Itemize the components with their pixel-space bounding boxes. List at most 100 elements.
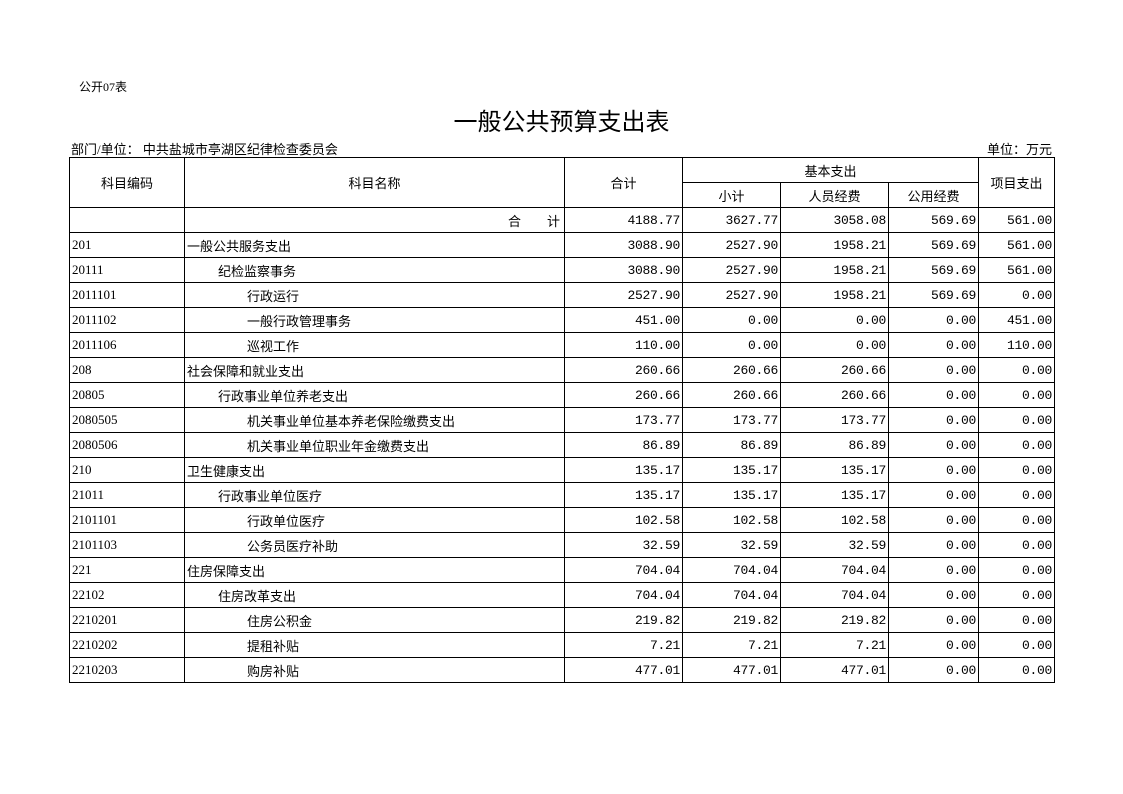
table-row: 2101103 公务员医疗补助 32.59 32.59 32.59 0.00 0.00: [69, 532, 1056, 558]
cell-personnel: 135.17: [780, 457, 889, 483]
total-public: 569.69: [887, 207, 980, 233]
total-code: [69, 207, 185, 233]
cell-name: 巡视工作: [184, 332, 565, 358]
form-number: 公开07表: [79, 80, 128, 94]
cell-project: 0.00: [978, 632, 1056, 658]
header-public: 公用经费: [887, 182, 980, 208]
cell-project: 0.00: [978, 607, 1056, 633]
cell-personnel: 477.01: [780, 657, 889, 683]
department-label: 部门/单位： 中共盐城市亭湖区纪律检查委员会: [71, 142, 338, 157]
cell-personnel: 1958.21: [780, 232, 889, 258]
cell-project: 561.00: [978, 257, 1056, 283]
table-row: 22102 住房改革支出 704.04 704.04 704.04 0.00 0.00: [69, 582, 1056, 608]
cell-project: 0.00: [978, 482, 1056, 508]
cell-code: 2011106: [69, 332, 185, 358]
table-row: 221 住房保障支出 704.04 704.04 704.04 0.00 0.00: [69, 557, 1056, 583]
table-row: 2210203 购房补贴 477.01 477.01 477.01 0.00 0.00: [69, 657, 1056, 683]
cell-total: 260.66: [564, 382, 683, 408]
total-personnel: 3058.08: [780, 207, 889, 233]
cell-personnel: 32.59: [780, 532, 889, 558]
cell-subtotal: 2527.90: [682, 282, 781, 308]
cell-code: 20111: [69, 257, 185, 283]
cell-subtotal: 173.77: [682, 407, 781, 433]
header-code: 科目编码: [69, 157, 185, 208]
cell-personnel: 0.00: [780, 307, 889, 333]
cell-public: 0.00: [887, 457, 980, 483]
cell-public: 0.00: [887, 307, 980, 333]
cell-public: 0.00: [887, 582, 980, 608]
header-total: 合计: [564, 157, 683, 208]
cell-project: 0.00: [978, 457, 1056, 483]
cell-name: 行政事业单位医疗: [184, 482, 565, 508]
cell-total: 2527.90: [564, 282, 683, 308]
header-name: 科目名称: [184, 157, 565, 208]
cell-total: 86.89: [564, 432, 683, 458]
cell-total: 102.58: [564, 507, 683, 533]
cell-subtotal: 260.66: [682, 357, 781, 383]
cell-public: 0.00: [887, 432, 980, 458]
budget-table: 科目编码 科目名称 合计 基本支出 项目支出 小计 人员经费 公用经费 合 计 …: [69, 157, 1056, 683]
cell-public: 569.69: [887, 232, 980, 258]
cell-name: 行政运行: [184, 282, 565, 308]
table-row: 201 一般公共服务支出 3088.90 2527.90 1958.21 569.69 56…: [69, 232, 1056, 258]
cell-subtotal: 102.58: [682, 507, 781, 533]
table-row: 2080506 机关事业单位职业年金缴费支出 86.89 86.89 86.89 0.00…: [69, 432, 1056, 458]
cell-subtotal: 0.00: [682, 307, 781, 333]
cell-name: 纪检监察事务: [184, 257, 565, 283]
cell-name: 购房补贴: [184, 657, 565, 683]
cell-name: 一般行政管理事务: [184, 307, 565, 333]
cell-personnel: 704.04: [780, 582, 889, 608]
cell-total: 219.82: [564, 607, 683, 633]
cell-name: 机关事业单位基本养老保险缴费支出: [184, 407, 565, 433]
cell-code: 2210201: [69, 607, 185, 633]
table-row: 2101101 行政单位医疗 102.58 102.58 102.58 0.00 0.00: [69, 507, 1056, 533]
table-row: 20805 行政事业单位养老支出 260.66 260.66 260.66 0.00 0.0…: [69, 382, 1056, 408]
cell-code: 2101101: [69, 507, 185, 533]
header-basic: 基本支出: [681, 157, 980, 183]
cell-total: 704.04: [564, 582, 683, 608]
cell-personnel: 7.21: [780, 632, 889, 658]
cell-name: 卫生健康支出: [184, 457, 565, 483]
cell-name: 住房改革支出: [184, 582, 565, 608]
cell-name: 社会保障和就业支出: [184, 357, 565, 383]
total-subtotal: 3627.77: [682, 207, 781, 233]
cell-subtotal: 32.59: [682, 532, 781, 558]
cell-name: 公务员医疗补助: [184, 532, 565, 558]
cell-personnel: 173.77: [780, 407, 889, 433]
cell-total: 704.04: [564, 557, 683, 583]
cell-subtotal: 260.66: [682, 382, 781, 408]
cell-code: 2011101: [69, 282, 185, 308]
cell-code: 20805: [69, 382, 185, 408]
cell-name: 住房公积金: [184, 607, 565, 633]
total-total: 4188.77: [564, 207, 683, 233]
table-row: 2080505 机关事业单位基本养老保险缴费支出 173.77 173.77 173.7…: [69, 407, 1056, 433]
table-row: 21011 行政事业单位医疗 135.17 135.17 135.17 0.00 0.00: [69, 482, 1056, 508]
cell-subtotal: 7.21: [682, 632, 781, 658]
cell-subtotal: 2527.90: [682, 232, 781, 258]
cell-total: 477.01: [564, 657, 683, 683]
cell-total: 451.00: [564, 307, 683, 333]
cell-public: 0.00: [887, 507, 980, 533]
total-label: 合 计: [184, 207, 565, 233]
cell-personnel: 102.58: [780, 507, 889, 533]
cell-public: 0.00: [887, 382, 980, 408]
cell-personnel: 260.66: [780, 382, 889, 408]
table-row: 2011101 行政运行 2527.90 2527.90 1958.21 569.69 0.…: [69, 282, 1056, 308]
unit-label: 单位：万元: [986, 142, 1052, 157]
cell-project: 0.00: [978, 382, 1056, 408]
cell-project: 0.00: [978, 407, 1056, 433]
cell-code: 2101103: [69, 532, 185, 558]
header-subtotal: 小计: [682, 182, 781, 208]
cell-public: 0.00: [887, 407, 980, 433]
cell-project: 0.00: [978, 282, 1056, 308]
page-title: 一般公共预算支出表: [453, 108, 670, 136]
cell-project: 0.00: [978, 432, 1056, 458]
cell-total: 32.59: [564, 532, 683, 558]
cell-project: 0.00: [978, 357, 1056, 383]
cell-project: 0.00: [978, 557, 1056, 583]
cell-project: 0.00: [978, 532, 1056, 558]
cell-subtotal: 704.04: [682, 557, 781, 583]
cell-total: 135.17: [564, 482, 683, 508]
cell-public: 0.00: [887, 557, 980, 583]
total-row: 合 计 4188.77 3627.77 3058.08 569.69 561.0…: [69, 207, 1056, 233]
